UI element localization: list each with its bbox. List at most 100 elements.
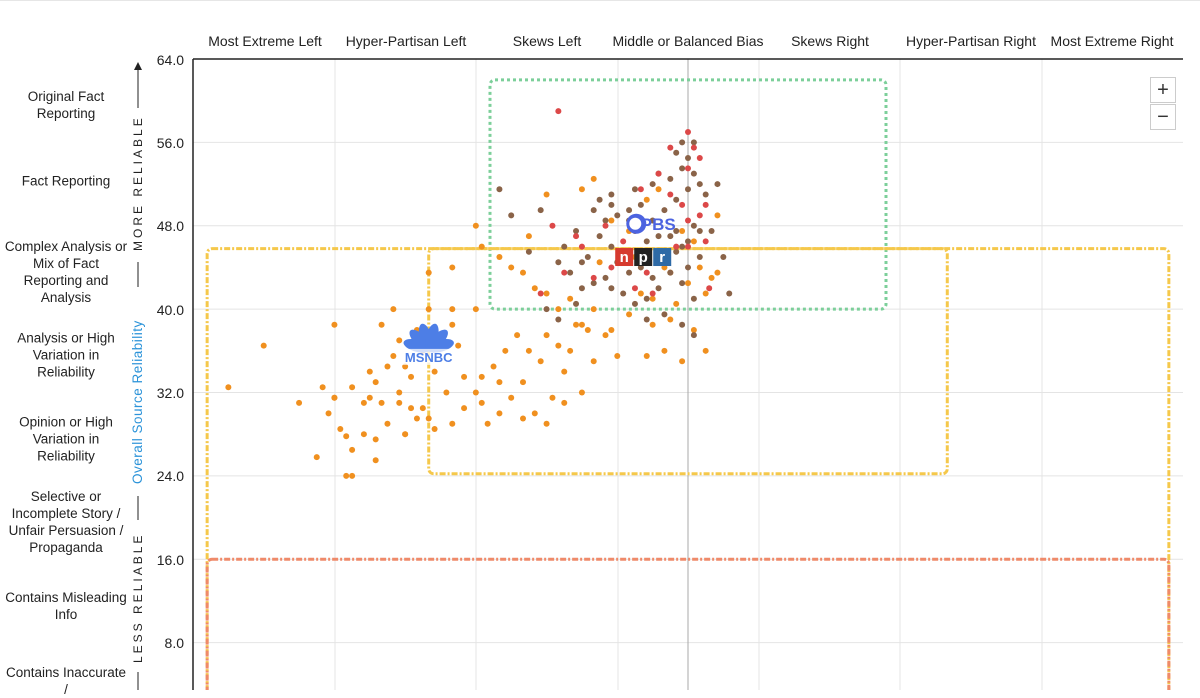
point-red-2	[655, 170, 662, 177]
point-orange-27	[490, 363, 497, 370]
point-orange-61	[531, 285, 538, 292]
point-brown-2	[596, 233, 603, 240]
point-brown-46	[679, 139, 686, 146]
point-orange-0	[378, 321, 385, 328]
point-brown-37	[685, 186, 691, 193]
point-brown-34	[649, 217, 656, 224]
point-orange-110	[402, 431, 409, 438]
point-brown-18	[696, 254, 703, 261]
point-orange-104	[331, 394, 338, 401]
point-orange-117	[702, 347, 709, 354]
point-orange-59	[567, 295, 574, 302]
point-red-22	[649, 290, 656, 297]
point-brown-55	[690, 139, 697, 146]
point-orange-21	[425, 415, 432, 422]
point-brown-70	[643, 316, 650, 323]
point-orange-39	[543, 420, 550, 427]
row-label-original-fact: Original Fact Reporting	[27, 89, 105, 121]
point-orange-19	[413, 415, 420, 422]
point-brown-26	[643, 295, 650, 302]
point-orange-54	[696, 264, 703, 271]
y-tick-56: 56.0	[156, 135, 184, 151]
point-orange-48	[626, 311, 633, 318]
y-tick-32: 32.0	[156, 385, 184, 401]
point-orange-121	[590, 306, 597, 313]
point-orange-31	[525, 347, 532, 354]
point-brown-66	[525, 248, 532, 255]
point-orange-40	[520, 415, 526, 422]
y-tick-64: 64.0	[156, 52, 184, 68]
point-brown-19	[602, 274, 609, 281]
msnbc-logo-text: MSNBC	[405, 350, 453, 365]
point-orange-37	[549, 394, 556, 401]
point-orange-57	[708, 274, 715, 281]
point-orange-71	[643, 196, 650, 203]
point-orange-15	[360, 399, 367, 406]
point-orange-10	[408, 373, 415, 380]
zoom-out-button[interactable]: −	[1150, 104, 1176, 130]
point-brown-31	[555, 259, 562, 266]
zoom-in-button[interactable]: +	[1150, 77, 1176, 103]
region-green-0	[488, 78, 888, 311]
data-points	[225, 108, 733, 479]
point-orange-83	[573, 321, 580, 328]
npr-block-0	[615, 248, 634, 267]
column-hyper-partisan-left: Hyper-Partisan Left	[345, 33, 467, 49]
point-orange-8	[455, 342, 462, 349]
row-label-fact-reporting: Fact Reporting	[21, 173, 111, 189]
point-orange-45	[584, 326, 591, 333]
row-label-analysis: Analysis or High Variation in Reliabilit…	[17, 330, 115, 380]
point-brown-29	[679, 280, 686, 287]
point-orange-94	[372, 436, 379, 443]
grid-lines	[193, 58, 1183, 690]
point-red-24	[702, 238, 709, 245]
point-red-1	[637, 186, 644, 193]
point-brown-9	[679, 243, 686, 250]
point-orange-38	[561, 399, 568, 406]
point-orange-35	[508, 394, 515, 401]
point-brown-38	[637, 201, 644, 208]
point-orange-112	[366, 368, 373, 375]
pbs-logo-text: PBS	[641, 215, 676, 234]
point-brown-60	[708, 227, 715, 234]
point-brown-48	[690, 170, 697, 177]
point-brown-6	[643, 238, 650, 245]
point-orange-3	[390, 353, 397, 360]
point-orange-90	[443, 389, 450, 396]
point-red-9	[685, 217, 691, 224]
point-brown-49	[696, 181, 703, 188]
point-orange-100	[343, 433, 350, 440]
point-orange-72	[655, 186, 662, 193]
point-orange-46	[602, 332, 609, 339]
point-orange-84	[555, 342, 562, 349]
point-brown-24	[620, 290, 627, 297]
point-red-16	[578, 243, 585, 250]
point-red-28	[667, 144, 674, 151]
point-brown-8	[667, 233, 674, 240]
point-orange-122	[649, 295, 656, 302]
point-orange-69	[425, 269, 432, 276]
point-brown-51	[631, 186, 638, 193]
npr-letter-2: r	[659, 249, 665, 266]
point-brown-69	[496, 186, 503, 193]
y-tick-24: 24.0	[156, 468, 184, 484]
point-orange-51	[661, 347, 668, 354]
point-orange-49	[637, 290, 644, 297]
npr-block-2	[653, 248, 672, 267]
point-orange-102	[319, 384, 326, 391]
point-orange-107	[225, 384, 232, 391]
point-orange-60	[555, 306, 562, 313]
point-orange-26	[478, 373, 485, 380]
point-orange-80	[702, 290, 709, 297]
point-orange-64	[478, 243, 485, 250]
point-orange-17	[396, 399, 403, 406]
point-brown-30	[690, 295, 697, 302]
point-orange-29	[502, 347, 509, 354]
point-brown-44	[679, 165, 686, 172]
point-orange-58	[543, 290, 550, 297]
point-orange-81	[714, 269, 721, 276]
point-orange-14	[349, 384, 356, 391]
point-orange-96	[349, 446, 356, 453]
